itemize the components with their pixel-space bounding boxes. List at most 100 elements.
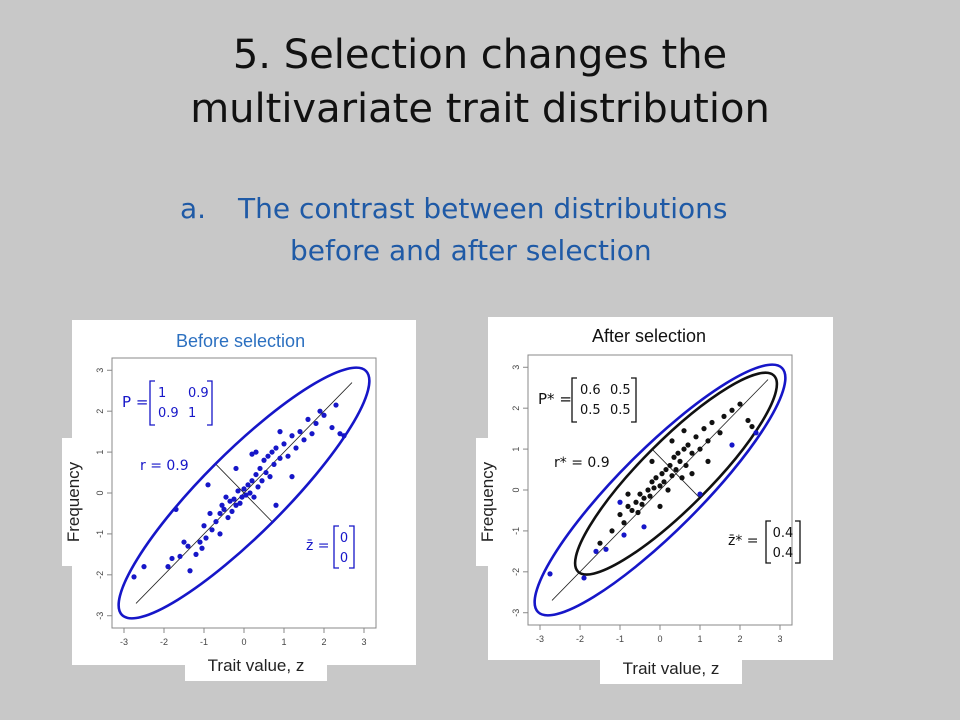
data-point [207, 510, 213, 517]
y-tick-label: 1 [95, 450, 105, 455]
data-point [181, 539, 187, 545]
vector-bracket-right [349, 525, 355, 569]
data-point [277, 455, 283, 461]
data-point [301, 437, 307, 443]
data-point [241, 486, 247, 492]
data-point [705, 458, 711, 464]
panel-title: After selection [592, 326, 707, 346]
before-selection-panel: -3 -2 -1 0 1 2 3 -3 -2 -1 0 1 2 3 P = 1 0.9 0.9 1 r = 0.9 z̄… [72, 320, 416, 665]
data-point [185, 543, 191, 549]
y-tick-label: -2 [95, 571, 105, 579]
data-point [689, 450, 695, 456]
y-axis-label: Frequency [476, 438, 500, 566]
data-point [683, 462, 689, 469]
data-point [657, 483, 663, 489]
data-point [625, 503, 631, 509]
data-point [165, 564, 171, 570]
data-point [169, 555, 175, 562]
data-point [201, 523, 207, 529]
matrix-cell: 0.5 [610, 403, 631, 418]
data-point [177, 553, 183, 560]
data-point [661, 479, 667, 485]
y-tick-label: 1 [511, 447, 521, 452]
data-point [205, 482, 211, 488]
matrix-cell: 0.5 [610, 383, 631, 398]
y-tick-label: 2 [95, 409, 105, 414]
y-tick-label: 3 [511, 365, 521, 370]
subtitle-marker: a. [180, 192, 207, 225]
data-point [667, 462, 673, 469]
data-point [281, 441, 287, 447]
x-tick-label: -1 [200, 637, 208, 647]
data-point [633, 499, 639, 505]
data-point [309, 431, 315, 437]
data-point [261, 457, 267, 463]
distribution-ellipse [573, 371, 779, 576]
y-tick-label: 2 [511, 406, 521, 411]
y-axis-label: Frequency [62, 438, 86, 566]
data-point [721, 413, 727, 419]
distribution-ellipse [117, 366, 371, 620]
vector-bracket-left [333, 525, 339, 569]
data-point [273, 445, 279, 451]
x-axis-label: Trait value, z [600, 654, 742, 684]
data-point [753, 430, 759, 436]
data-point [263, 469, 269, 476]
matrix-cell: 0.5 [580, 403, 601, 418]
data-point [621, 520, 627, 526]
matrix-cell: 0.6 [580, 383, 601, 398]
data-point [701, 426, 707, 432]
data-point [237, 500, 243, 506]
data-point [681, 428, 687, 434]
matrix-cell: 1 [158, 386, 166, 401]
data-point [697, 446, 703, 452]
mean-vector-cell: 0.4 [773, 526, 794, 541]
matrix-bracket-left [571, 377, 577, 423]
data-point [305, 416, 311, 422]
mean-label: z̄ = [306, 538, 330, 554]
x-tick-label: 2 [737, 634, 742, 644]
data-point [749, 423, 755, 430]
data-point [625, 491, 631, 497]
data-point [737, 401, 743, 407]
y-tick-label: -3 [511, 609, 521, 617]
data-point [645, 487, 651, 493]
data-point [257, 465, 263, 472]
data-point [247, 490, 253, 496]
x-tick-label: -3 [120, 637, 128, 647]
title-line-2: multivariate trait distribution [190, 86, 770, 132]
data-point [285, 453, 291, 459]
data-point [193, 551, 199, 557]
after-selection-panel: -3 -2 -1 0 1 2 3 -3 -2 -1 0 1 2 3 P* = 0.6 0.5 0.5 0.5 r* =… [488, 317, 833, 660]
data-point [265, 453, 271, 459]
data-point [243, 492, 249, 498]
data-point [271, 461, 277, 467]
data-point [673, 466, 679, 473]
data-point [233, 465, 239, 472]
data-point [629, 507, 635, 514]
data-point [689, 471, 695, 477]
data-point [649, 479, 655, 485]
data-point [653, 475, 659, 481]
x-tick-label: -2 [160, 637, 168, 647]
data-point [217, 510, 223, 517]
x-tick-label: 3 [777, 634, 782, 644]
data-point [685, 442, 691, 448]
data-point [245, 482, 251, 488]
y-tick-label: 0 [511, 487, 521, 492]
data-point [321, 412, 327, 418]
data-point [255, 484, 261, 490]
data-point [219, 502, 225, 508]
data-point [639, 501, 645, 507]
data-point [649, 458, 655, 464]
data-point [269, 449, 275, 455]
data-point [617, 511, 623, 518]
data-point [333, 402, 339, 408]
data-point [617, 499, 623, 505]
data-point [225, 514, 231, 521]
data-point [647, 493, 653, 499]
data-point [289, 433, 295, 439]
matrix-cell: 0.9 [188, 386, 209, 401]
x-tick-label: 1 [697, 634, 702, 644]
x-tick-label: -1 [616, 634, 624, 644]
